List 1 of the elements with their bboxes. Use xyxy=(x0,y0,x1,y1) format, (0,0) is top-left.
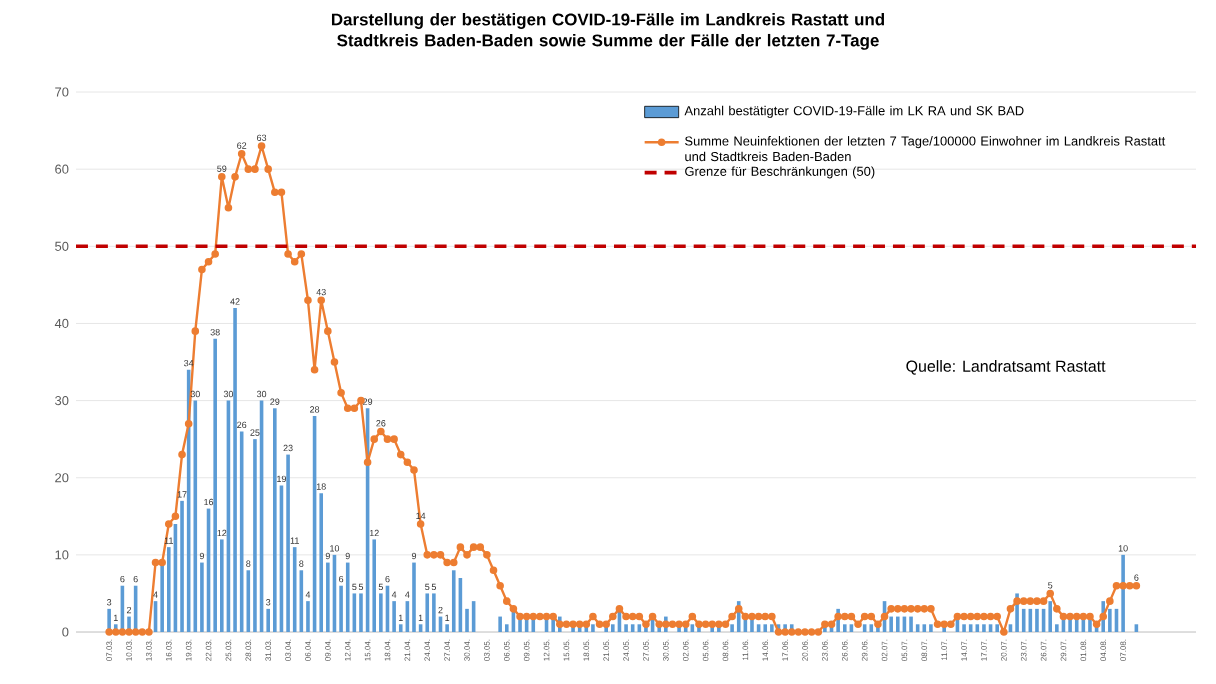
chart-title: Darstellung der bestätigen COVID-19-Fälle im Landkreis Rastatt und Stadtkreis Baden-Baden sowie Summe der Fälle der letzten 7-Tage xyxy=(331,13,885,50)
